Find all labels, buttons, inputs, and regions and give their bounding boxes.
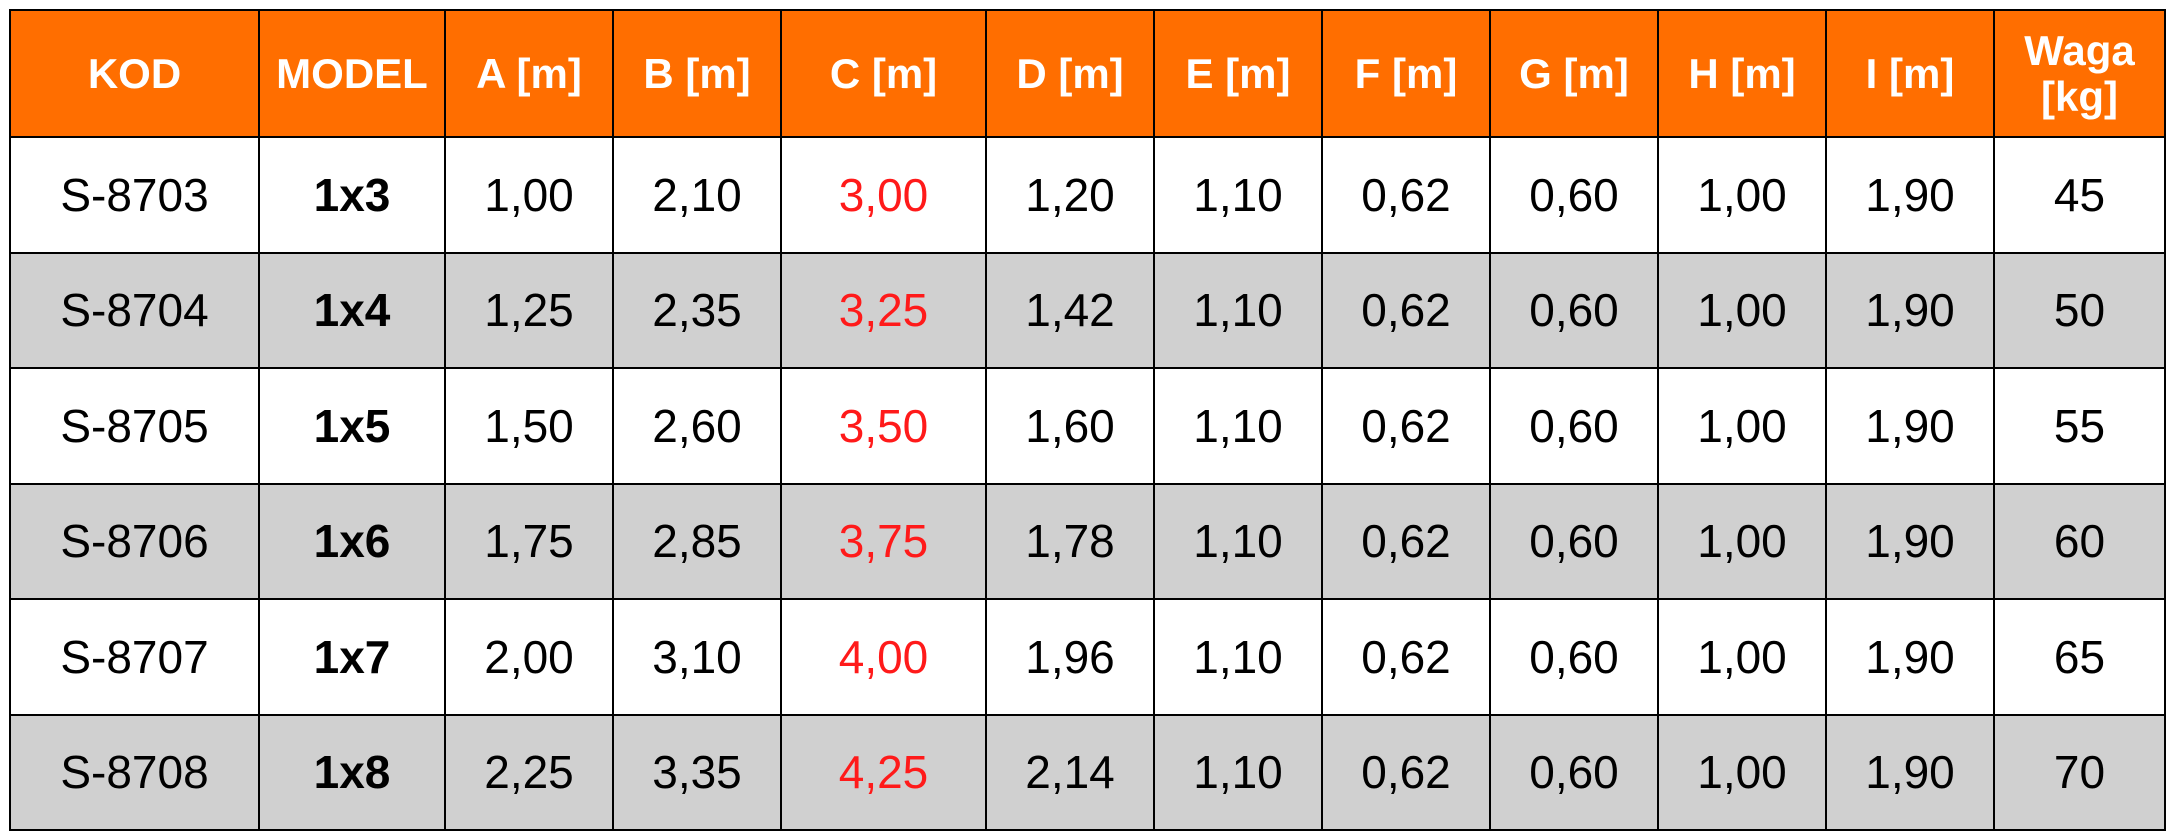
cell-a: 1,25 — [444, 251, 614, 369]
cell-model: 1x4 — [258, 251, 446, 369]
cell-c: 3,25 — [780, 251, 987, 369]
table-row: S-8707 1x7 2,00 3,10 4,00 1,96 1,10 0,62 0,60 1,0… — [9, 598, 2166, 716]
cell-e: 1,10 — [1153, 136, 1323, 254]
cell-e: 1,10 — [1153, 482, 1323, 600]
header-g: G [m] — [1489, 9, 1659, 138]
cell-f: 0,62 — [1321, 482, 1491, 600]
cell-g: 0,60 — [1489, 367, 1659, 485]
cell-d: 1,20 — [985, 136, 1155, 254]
cell-b: 3,10 — [612, 598, 782, 716]
cell-f: 0,62 — [1321, 367, 1491, 485]
spec-table: KOD MODEL A [m] B [m] C [m] D [m] E [m] … — [9, 9, 2166, 831]
header-e: E [m] — [1153, 9, 1323, 138]
cell-g: 0,60 — [1489, 482, 1659, 600]
cell-i: 1,90 — [1825, 136, 1995, 254]
cell-f: 0,62 — [1321, 598, 1491, 716]
cell-kod: S-8708 — [9, 713, 260, 831]
cell-d: 1,96 — [985, 598, 1155, 716]
cell-i: 1,90 — [1825, 598, 1995, 716]
cell-kod: S-8703 — [9, 136, 260, 254]
cell-model: 1x6 — [258, 482, 446, 600]
cell-kod: S-8707 — [9, 598, 260, 716]
cell-d: 2,14 — [985, 713, 1155, 831]
table-row: S-8704 1x4 1,25 2,35 3,25 1,42 1,10 0,62 0,60 1,0… — [9, 251, 2166, 369]
cell-b: 2,35 — [612, 251, 782, 369]
cell-g: 0,60 — [1489, 251, 1659, 369]
cell-a: 1,75 — [444, 482, 614, 600]
cell-model: 1x3 — [258, 136, 446, 254]
cell-model: 1x5 — [258, 367, 446, 485]
cell-waga: 70 — [1993, 713, 2166, 831]
header-i: I [m] — [1825, 9, 1995, 138]
cell-d: 1,60 — [985, 367, 1155, 485]
header-h: H [m] — [1657, 9, 1827, 138]
header-row: KOD MODEL A [m] B [m] C [m] D [m] E [m] … — [9, 9, 2166, 138]
cell-b: 3,35 — [612, 713, 782, 831]
cell-b: 2,85 — [612, 482, 782, 600]
cell-i: 1,90 — [1825, 482, 1995, 600]
cell-a: 2,25 — [444, 713, 614, 831]
table-body: S-8703 1x3 1,00 2,10 3,00 1,20 1,10 0,62 0,60 1,0… — [9, 136, 2166, 831]
cell-g: 0,60 — [1489, 136, 1659, 254]
header-a: A [m] — [444, 9, 614, 138]
cell-waga: 50 — [1993, 251, 2166, 369]
header-d: D [m] — [985, 9, 1155, 138]
header-c: C [m] — [780, 9, 987, 138]
header-model: MODEL — [258, 9, 446, 138]
table-row: S-8706 1x6 1,75 2,85 3,75 1,78 1,10 0,62 0,60 1,0… — [9, 482, 2166, 600]
cell-e: 1,10 — [1153, 598, 1323, 716]
table-row: S-8708 1x8 2,25 3,35 4,25 2,14 1,10 0,62 0,60 1,0… — [9, 713, 2166, 831]
cell-a: 1,00 — [444, 136, 614, 254]
cell-model: 1x7 — [258, 598, 446, 716]
cell-e: 1,10 — [1153, 367, 1323, 485]
cell-kod: S-8705 — [9, 367, 260, 485]
cell-c: 3,75 — [780, 482, 987, 600]
cell-g: 0,60 — [1489, 598, 1659, 716]
cell-b: 2,10 — [612, 136, 782, 254]
header-waga-line-2: [kg] — [2041, 72, 2118, 120]
cell-h: 1,00 — [1657, 482, 1827, 600]
header-kod: KOD — [9, 9, 260, 138]
cell-waga: 60 — [1993, 482, 2166, 600]
cell-d: 1,42 — [985, 251, 1155, 369]
cell-model: 1x8 — [258, 713, 446, 831]
cell-b: 2,60 — [612, 367, 782, 485]
header-b: B [m] — [612, 9, 782, 138]
cell-h: 1,00 — [1657, 251, 1827, 369]
cell-f: 0,62 — [1321, 713, 1491, 831]
cell-f: 0,62 — [1321, 251, 1491, 369]
table-row: S-8705 1x5 1,50 2,60 3,50 1,60 1,10 0,62 0,60 1,0… — [9, 367, 2166, 485]
cell-h: 1,00 — [1657, 713, 1827, 831]
cell-a: 1,50 — [444, 367, 614, 485]
cell-waga: 45 — [1993, 136, 2166, 254]
cell-kod: S-8706 — [9, 482, 260, 600]
cell-c: 3,00 — [780, 136, 987, 254]
cell-h: 1,00 — [1657, 367, 1827, 485]
cell-e: 1,10 — [1153, 251, 1323, 369]
cell-d: 1,78 — [985, 482, 1155, 600]
header-f: F [m] — [1321, 9, 1491, 138]
cell-kod: S-8704 — [9, 251, 260, 369]
cell-c: 4,00 — [780, 598, 987, 716]
cell-h: 1,00 — [1657, 136, 1827, 254]
cell-f: 0,62 — [1321, 136, 1491, 254]
cell-h: 1,00 — [1657, 598, 1827, 716]
cell-waga: 55 — [1993, 367, 2166, 485]
header-waga: Waga [kg] — [1993, 9, 2166, 138]
cell-c: 3,50 — [780, 367, 987, 485]
cell-i: 1,90 — [1825, 251, 1995, 369]
cell-i: 1,90 — [1825, 713, 1995, 831]
cell-a: 2,00 — [444, 598, 614, 716]
cell-waga: 65 — [1993, 598, 2166, 716]
header-waga-line-1: Waga — [2024, 26, 2135, 74]
cell-g: 0,60 — [1489, 713, 1659, 831]
cell-c: 4,25 — [780, 713, 987, 831]
cell-i: 1,90 — [1825, 367, 1995, 485]
table-row: S-8703 1x3 1,00 2,10 3,00 1,20 1,10 0,62 0,60 1,0… — [9, 136, 2166, 254]
cell-e: 1,10 — [1153, 713, 1323, 831]
